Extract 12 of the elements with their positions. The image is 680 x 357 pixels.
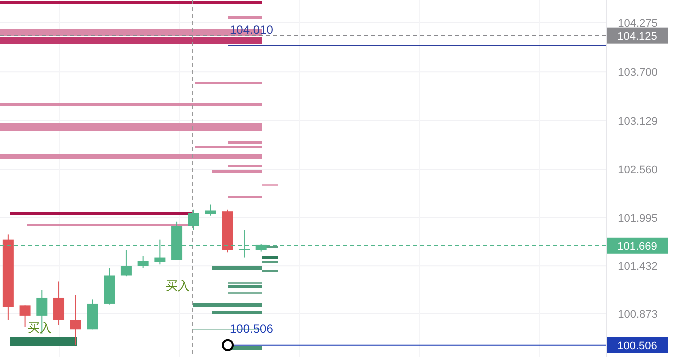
annotation: 买入 — [166, 279, 190, 294]
y-tick-label: 101.995 — [618, 213, 658, 226]
y-tick-label: 100.873 — [618, 308, 658, 321]
ref-line-label: 104.125 — [618, 30, 658, 43]
y-tick-label: 104.275 — [618, 18, 658, 30]
y-tick-label: 102.560 — [618, 164, 658, 177]
ref-line-label: 100.506 — [618, 340, 658, 352]
y-tick-label: 101.432 — [618, 261, 658, 274]
annotation: 100.506 — [230, 322, 274, 336]
y-tick-label: 103.129 — [618, 116, 658, 128]
y-tick-label: 103.700 — [618, 67, 658, 80]
ref-line-label: 101.669 — [618, 240, 658, 253]
